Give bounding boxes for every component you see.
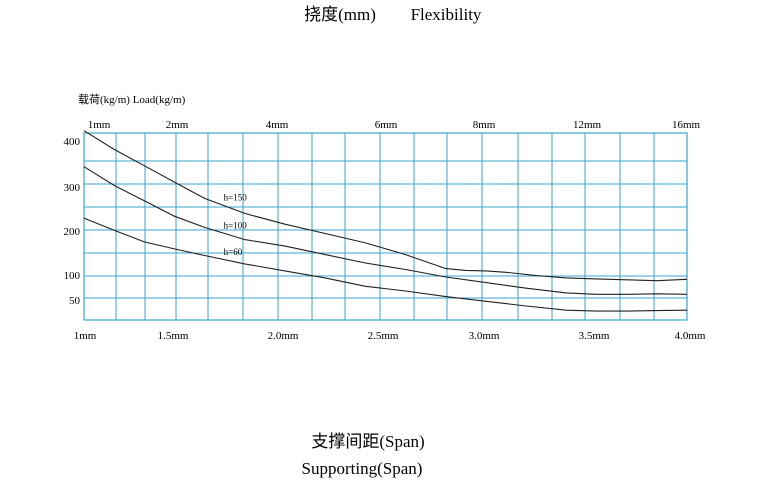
- series-line: [83, 130, 688, 282]
- series-line: [83, 166, 688, 295]
- x-axis-label-en: Supporting(Span): [302, 459, 423, 478]
- top-tick-label: 12mm: [573, 119, 602, 131]
- x-axis-label-cn: 支撑间距(Span): [311, 432, 424, 451]
- x-tick-label: 1.5mm: [158, 330, 189, 342]
- y-tick-label: 200: [64, 226, 81, 238]
- series-line: [83, 217, 688, 312]
- chart-grid: [83, 132, 688, 321]
- y-tick-label: 100: [64, 270, 81, 282]
- x-tick-label: 2.0mm: [268, 330, 299, 342]
- chart-title-cn: 挠度(mm): [304, 5, 376, 24]
- top-tick-label: 16mm: [672, 119, 701, 131]
- x-tick-label: 1mm: [74, 330, 97, 342]
- top-tick-label: 1mm: [88, 119, 111, 131]
- top-tick-labels: 1mm 2mm 4mm 6mm 8mm 12mm 16mm: [88, 119, 701, 131]
- series-label: h=150: [224, 192, 248, 202]
- y-tick-labels: 400 300 200 100 50: [64, 136, 81, 307]
- x-tick-labels: 1mm 1.5mm 2.0mm 2.5mm 3.0mm 3.5mm 4.0mm: [74, 330, 706, 342]
- chart-title-en: Flexibility: [411, 5, 482, 24]
- grid-frame: [83, 132, 688, 321]
- series-label: h=60: [224, 247, 243, 257]
- series-lines: h=150 h=100 h=60: [83, 130, 688, 312]
- top-tick-label: 2mm: [166, 119, 189, 131]
- y-axis-label: 载荷(kg/m) Load(kg/m): [78, 93, 186, 106]
- x-tick-label: 3.0mm: [469, 330, 500, 342]
- x-tick-label: 4.0mm: [675, 330, 706, 342]
- top-tick-label: 8mm: [473, 119, 496, 131]
- x-tick-label: 3.5mm: [579, 330, 610, 342]
- y-tick-label: 300: [64, 182, 81, 194]
- y-tick-label: 400: [64, 136, 81, 148]
- x-tick-label: 2.5mm: [368, 330, 399, 342]
- series-label: h=100: [224, 220, 248, 230]
- top-tick-label: 6mm: [375, 119, 398, 131]
- y-tick-label: 50: [69, 295, 81, 307]
- top-tick-label: 4mm: [266, 119, 289, 131]
